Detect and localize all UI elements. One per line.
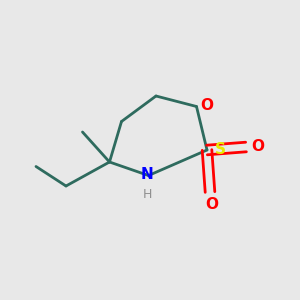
Text: O: O — [200, 98, 214, 112]
Text: O: O — [251, 139, 265, 154]
Text: S: S — [215, 142, 226, 157]
Text: O: O — [205, 197, 218, 212]
Text: N: N — [141, 167, 153, 182]
Text: H: H — [142, 188, 152, 202]
